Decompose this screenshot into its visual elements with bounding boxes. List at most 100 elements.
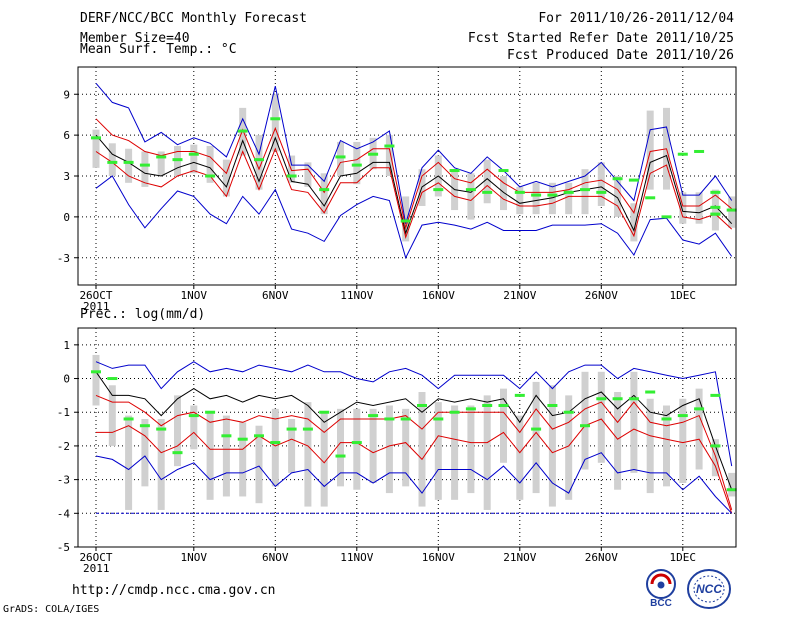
p2-median-mark xyxy=(172,451,183,455)
forecast-period: For 2011/10/26-2011/12/04 xyxy=(538,11,734,26)
p1-ensemble-box xyxy=(581,169,589,215)
p2-median-mark xyxy=(677,414,688,418)
p1-xtick-label: 21NOV xyxy=(503,289,536,302)
p2-ensemble-box xyxy=(516,415,524,500)
chart-title: DERF/NCC/BCC Monthly Forecast xyxy=(80,11,307,26)
p2-median-mark xyxy=(417,403,427,407)
p1-xtick-label: 1NOV xyxy=(181,289,208,302)
p1-median-mark xyxy=(677,152,688,156)
p2-series-mean xyxy=(95,371,733,490)
p1-median-mark xyxy=(172,158,183,162)
p2-median-mark xyxy=(694,407,705,411)
fcst-started-date: Fcst Started Refer Date 2011/10/25 xyxy=(467,31,734,46)
member-size: Member Size=40 xyxy=(80,31,190,46)
p1-ensemble-box xyxy=(500,176,507,211)
p2-ensemble-box xyxy=(271,408,279,487)
p1-ensemble-box xyxy=(108,143,116,176)
p1-median-mark xyxy=(205,174,216,178)
p2-median-mark xyxy=(514,393,525,397)
ncc-logo-text: NCC xyxy=(696,582,722,596)
p1-xtick-label: 26NOV xyxy=(585,289,618,302)
chart-panel-1: -3 0 3 6 9 26OCT 1NOV 6NOV 11NOV 16NOV 21NOV 26NOV 1… xyxy=(57,42,737,313)
p2-median-mark xyxy=(710,393,721,397)
p2-ensemble-box xyxy=(630,371,638,473)
p1-ensemble-box xyxy=(630,203,638,242)
p2-ensemble-box xyxy=(451,405,459,500)
p1-ensemble-box xyxy=(728,196,736,228)
p2-ensemble-box xyxy=(532,381,540,494)
p1-median-mark xyxy=(563,190,574,194)
p2-median-mark xyxy=(482,403,493,407)
p2-median-mark xyxy=(384,417,395,421)
p2-median-mark xyxy=(156,427,167,431)
p2-ensemble-box xyxy=(679,398,687,483)
p1-median-mark xyxy=(498,169,509,173)
grads-credit: GrADS: COLA/IGES xyxy=(3,604,100,615)
p2-ytick-label: 1 xyxy=(63,339,70,352)
p2-ensemble-box xyxy=(434,402,442,500)
p2-ytick-label: -5 xyxy=(57,541,70,554)
p1-ensemble-box xyxy=(190,144,198,174)
p1-median-mark xyxy=(596,190,607,194)
p2-ytick-label: -3 xyxy=(57,474,70,487)
p1-median-mark xyxy=(465,188,476,192)
p2-median-mark xyxy=(351,441,362,445)
p2-xtick-label: 26OCT xyxy=(79,551,112,564)
p1-year-label: 2011 xyxy=(83,300,110,313)
p2-ensemble-box xyxy=(418,392,426,507)
p2-median-mark xyxy=(531,427,542,431)
p1-median-mark xyxy=(612,177,623,181)
p1-ytick-label: 6 xyxy=(63,129,70,142)
p1-ensemble-box xyxy=(288,155,296,183)
p2-median-mark xyxy=(335,454,346,458)
p2-series-max xyxy=(95,361,733,467)
p1-ytick-label: 9 xyxy=(63,88,70,101)
p1-xtick-label: 26OCT xyxy=(79,289,112,302)
p2-ensemble-box xyxy=(597,371,605,463)
p2-ensemble-box xyxy=(565,395,573,500)
p1-median-mark xyxy=(726,208,737,212)
p2-ensemble-box xyxy=(581,371,589,470)
p2-ytick-label: -4 xyxy=(57,507,71,520)
bcc-logo-icon: BCC xyxy=(646,569,676,608)
p1-median-mark xyxy=(694,149,705,153)
p1-median-mark xyxy=(433,188,444,192)
p2-ensemble-box xyxy=(695,388,703,470)
p2-median-mark xyxy=(139,424,150,428)
p1-median-mark xyxy=(449,169,460,173)
p2-median-mark xyxy=(563,410,574,414)
p1-ensemble-box xyxy=(597,162,605,206)
p1-median-mark xyxy=(123,160,134,164)
p1-median-mark xyxy=(645,196,656,200)
p1-median-mark xyxy=(580,188,590,192)
p1-ensemble-box xyxy=(695,192,703,224)
p1-ytick-label: -3 xyxy=(57,252,70,265)
p1-ensemble-box xyxy=(304,162,312,187)
p2-median-mark xyxy=(580,424,590,428)
p1-median-mark xyxy=(628,178,639,182)
p2-ensemble-box xyxy=(646,398,654,494)
footer-url[interactable]: http://cmdp.ncc.cma.gov.cn xyxy=(72,583,276,598)
p2-ensemble-box xyxy=(190,405,198,450)
p2-median-mark xyxy=(205,410,216,414)
p2-frame xyxy=(77,327,737,548)
p1-median-mark xyxy=(335,155,346,159)
p2-ensemble-box xyxy=(239,422,247,497)
chart-panel-2: -5 -4 -3 -2 -1 0 1 26OCT 1NOV 6NOV 11NOV 16NOV 21NOV… xyxy=(57,307,737,575)
p2-median-mark xyxy=(221,434,232,438)
p1-median-mark xyxy=(710,212,721,216)
p1-median-mark xyxy=(547,193,558,197)
p2-xtick-label: 21NOV xyxy=(503,551,536,564)
bcc-logo-text: BCC xyxy=(650,598,672,608)
p1-median-mark xyxy=(368,152,379,156)
p2-median-mark xyxy=(188,414,199,418)
p2-variable-label: Prec.: log(mm/d) xyxy=(80,307,205,322)
p2-ensemble-box xyxy=(483,395,491,510)
p2-median-mark xyxy=(596,397,607,401)
p2-ensemble-box xyxy=(125,415,133,510)
p2-median-mark xyxy=(107,377,118,381)
p1-median-mark xyxy=(107,160,118,164)
p2-series-upper xyxy=(95,394,733,511)
p1-variable-label: Mean Surf. Temp.: °C xyxy=(80,42,237,57)
